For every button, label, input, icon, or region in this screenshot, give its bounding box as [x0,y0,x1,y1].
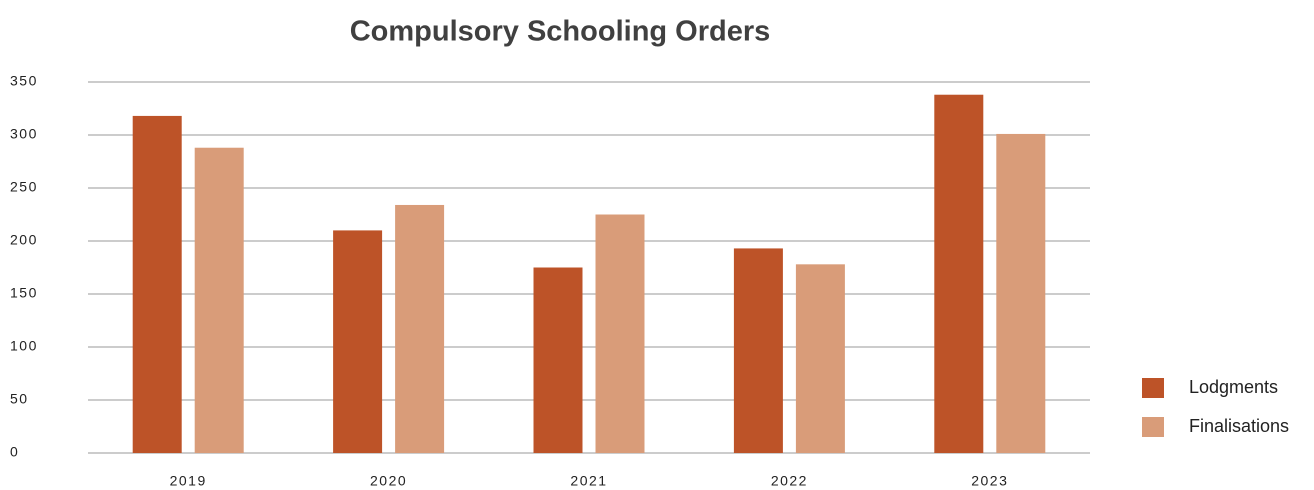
x-tick-label: 2019 [170,473,207,489]
y-tick-label: 250 [10,179,38,195]
y-tick-label: 350 [10,73,38,89]
y-tick-label: 150 [10,285,38,301]
bar [194,147,244,453]
legend-label: Finalisations [1189,416,1289,436]
y-tick-label: 100 [10,338,38,354]
x-tick-label: 2023 [971,473,1008,489]
bar [333,230,383,453]
bar [533,267,583,453]
bar [733,248,783,453]
legend-label: Lodgments [1189,377,1278,397]
bar [132,115,182,454]
y-tick-label: 50 [10,391,29,407]
bar [595,214,645,453]
x-tick-label: 2021 [570,473,607,489]
y-tick-label: 0 [10,444,19,460]
bar [996,133,1046,453]
chart-title: Compulsory Schooling Orders [350,16,771,48]
y-tick-label: 300 [10,126,38,142]
y-tick-label: 200 [10,232,38,248]
bar [395,204,445,453]
bar [795,264,845,453]
legend-swatch [1142,417,1164,437]
x-tick-label: 2022 [771,473,808,489]
bar [934,94,984,453]
legend-swatch [1142,378,1164,398]
x-tick-label: 2020 [370,473,407,489]
